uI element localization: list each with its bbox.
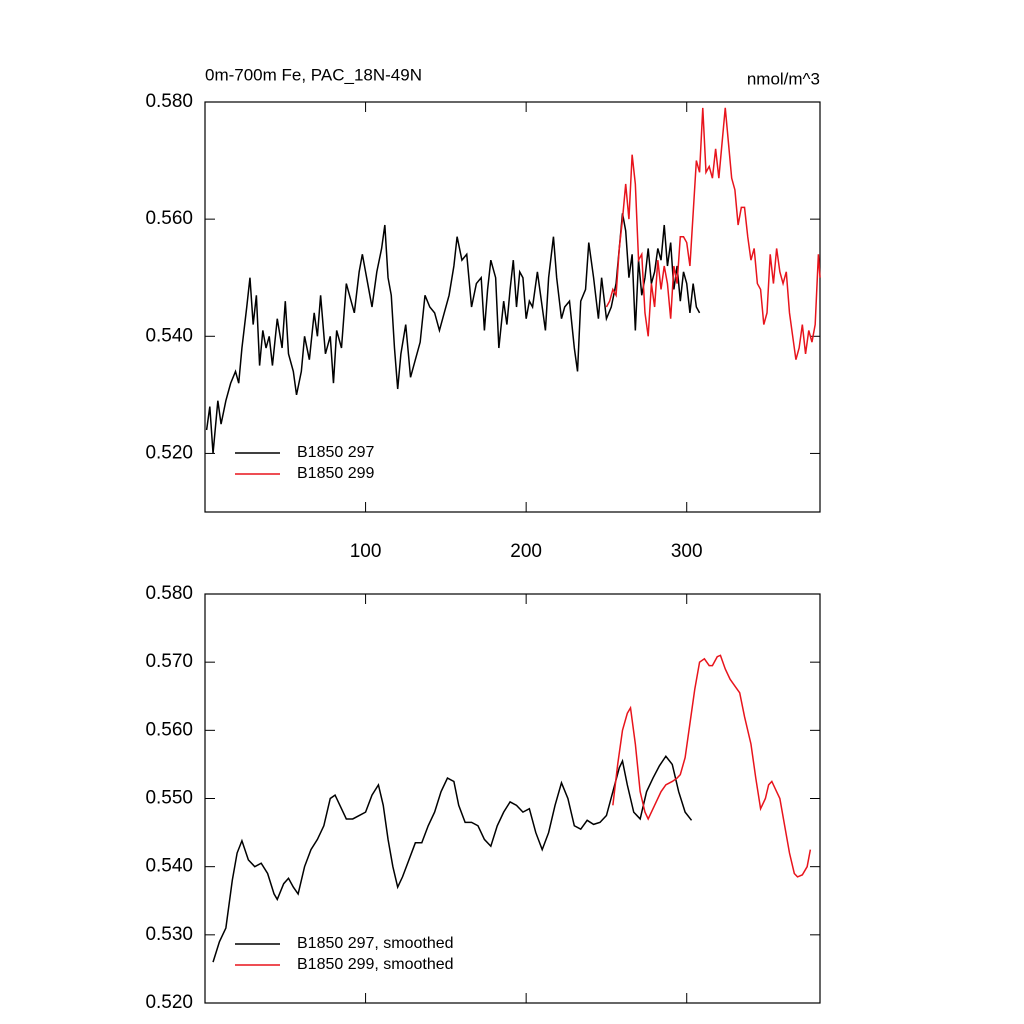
data-line (205, 213, 701, 454)
data-line (212, 754, 693, 963)
y-tick-label: 0.530 (145, 924, 193, 945)
legend-label: B1850 299, smoothed (297, 956, 454, 973)
y-tick-label: 0.540 (145, 325, 193, 346)
plot-frame (204, 101, 821, 513)
units-label: nmol/m^3 (747, 69, 820, 88)
x-tick-label: 300 (671, 541, 703, 562)
y-tick-label: 0.560 (145, 208, 193, 229)
y-tick-label: 0.540 (145, 856, 193, 877)
y-tick-label: 0.520 (145, 442, 193, 463)
y-tick-label: 0.580 (145, 583, 193, 604)
y-tick-label: 0.550 (145, 788, 193, 809)
y-tick-label: 0.520 (145, 992, 193, 1013)
x-tick-label: 100 (350, 541, 382, 562)
legend-label: B1850 299 (297, 465, 375, 482)
y-tick-label: 0.580 (145, 91, 193, 112)
legend-label: B1850 297, smoothed (297, 935, 454, 952)
x-tick-label: 200 (510, 541, 542, 562)
data-line (605, 107, 821, 360)
legend-label: B1850 297 (297, 444, 375, 461)
chart-title: 0m-700m Fe, PAC_18N-49N (205, 65, 422, 84)
data-line (612, 654, 812, 878)
y-tick-label: 0.560 (145, 719, 193, 740)
y-tick-label: 0.570 (145, 651, 193, 672)
